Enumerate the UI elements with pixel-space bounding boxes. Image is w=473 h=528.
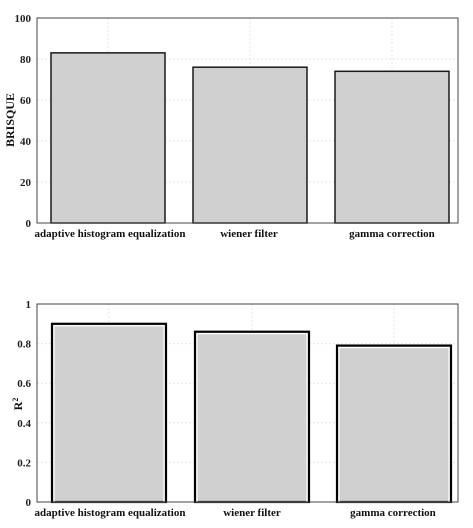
c1-x-tick-label: wiener filter	[220, 228, 278, 240]
c1-y-tick-label: 0	[26, 218, 32, 230]
c2-y-tick-label: 0.2	[17, 457, 31, 469]
c2-bar	[335, 344, 453, 504]
c1-bar	[192, 66, 308, 224]
brisque-y-ticks: 0 20 40 60 80 100	[15, 13, 32, 230]
r-squared-plot-frame	[36, 303, 459, 503]
brisque-plot-frame	[36, 17, 459, 224]
r-squared-bars	[50, 322, 453, 504]
c1-y-tick-label: 40	[20, 136, 32, 148]
c1-y-tick-label: 20	[20, 177, 32, 189]
c2-y-tick-label: 0.8	[17, 339, 31, 351]
brisque-y-axis-label: BRISQUE	[3, 93, 17, 147]
c2-y-tick-label: 0.6	[17, 378, 31, 390]
brisque-x-tick-labels: adaptive histogram equalization wiener fi…	[35, 228, 435, 240]
c2-x-tick-label: gamma correction	[350, 507, 436, 519]
c2-bar	[50, 322, 168, 504]
c1-bar	[50, 52, 166, 224]
c1-bar	[334, 70, 450, 224]
c2-y-tick-label: 0	[26, 497, 32, 509]
r-squared-y-ticks: 0 0.2 0.4 0.6 0.8 1	[17, 299, 31, 509]
c1-y-tick-label: 80	[20, 54, 32, 66]
brisque-bars	[50, 52, 450, 224]
c1-x-tick-label: adaptive histogram equalization	[35, 228, 186, 240]
c1-x-tick-label: gamma correction	[349, 228, 435, 240]
c2-bar	[193, 330, 311, 504]
c1-y-tick-label: 60	[20, 95, 32, 107]
c1-y-tick-label: 100	[15, 13, 32, 25]
c2-x-tick-label: adaptive histogram equalization	[35, 507, 186, 519]
c2-y-tick-label: 0.4	[17, 418, 31, 430]
brisque-bar-chart: 0 20 40 60 80 100 adaptive histogram equaliza…	[3, 13, 459, 240]
r-squared-bar-chart: 0 0.2 0.4 0.6 0.8 1 adaptive histogram equali…	[11, 299, 459, 519]
c2-x-tick-label: wiener filter	[223, 507, 281, 519]
c2-y-tick-label: 1	[26, 299, 32, 311]
r-squared-y-axis-label: R2	[11, 398, 26, 411]
r-squared-x-tick-labels: adaptive histogram equalization wiener fi…	[35, 507, 436, 519]
